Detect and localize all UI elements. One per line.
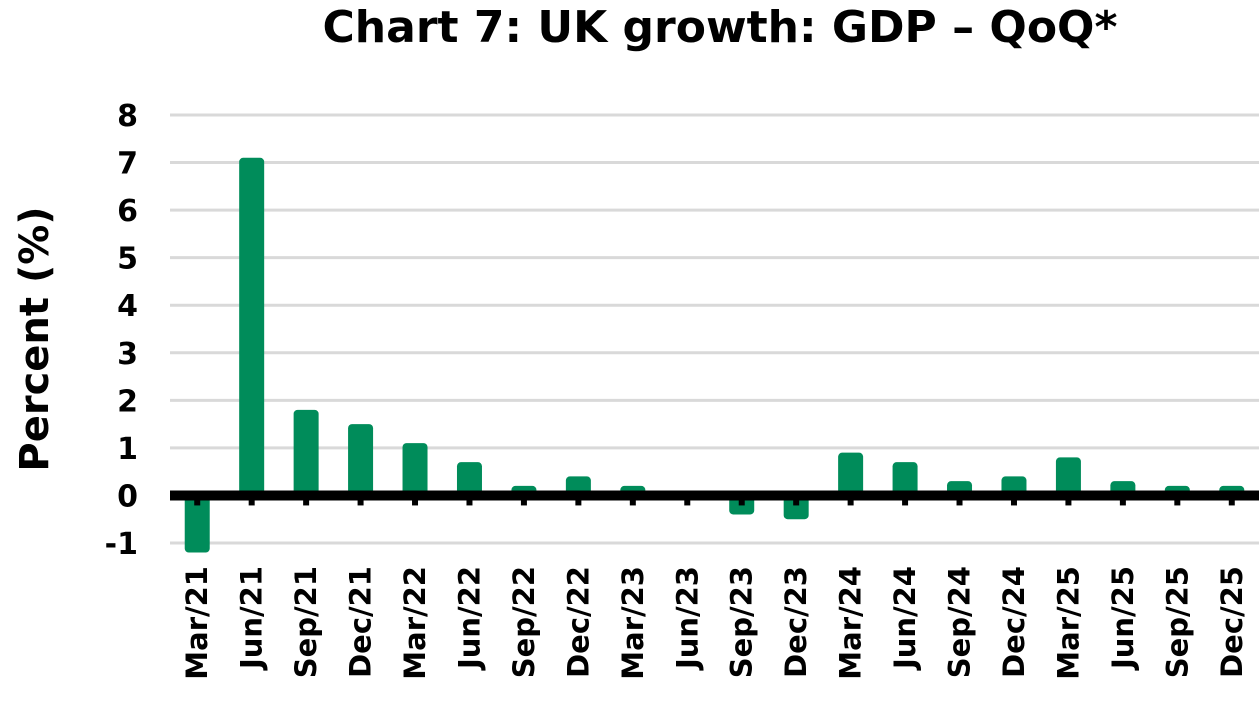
x-tick-label: Mar/25 [1051,566,1085,680]
bar [348,424,374,496]
bars [184,157,1245,553]
y-tick-label: 8 [117,99,138,134]
y-tick-label: 3 [117,337,138,372]
x-tick-labels: Mar/21 Jun/21 Sep/21 Dec/21 Mar/22 Jun/22 Sep/… [180,566,1249,680]
x-tick-label: Mar/24 [834,566,868,680]
chart-title: Chart 7: UK growth: GDP – QoQ* [322,2,1118,53]
x-tick-label: Mar/22 [398,566,432,680]
bar [1055,457,1081,496]
x-tick-label: Dec/21 [344,566,378,678]
x-tick-label: Jun/25 [1106,566,1140,671]
x-tick-label: Dec/22 [561,566,595,678]
y-axis-label: Percent (%) [12,206,58,471]
bar [239,157,265,496]
y-tick-label: 4 [117,289,138,324]
x-tick-label: Sep/24 [943,566,977,678]
y-tick-label: 6 [117,194,138,229]
bar [293,409,319,496]
bar [184,495,210,553]
bar [838,452,864,496]
x-tick-label: Sep/22 [507,566,541,678]
x-tick-label: Dec/25 [1215,566,1249,678]
x-tick-label: Dec/23 [779,566,813,678]
gridlines [170,113,1259,545]
x-tick-label: Mar/21 [180,566,214,680]
y-tick-label: 2 [117,384,138,419]
bar [402,443,428,496]
x-tick-label: Sep/25 [1160,566,1194,678]
y-tick-label: 0 [117,479,138,514]
x-tick-label: Jun/21 [235,566,269,671]
x-tick-label: Jun/24 [888,566,922,671]
x-tick-label: Sep/23 [725,566,759,678]
x-tick-label: Jun/22 [452,566,486,671]
y-tick-label: -1 [105,527,138,562]
y-tick-labels: 8 7 6 5 4 3 2 1 0 -1 [105,99,138,562]
y-tick-label: 1 [117,432,138,467]
y-tick-label: 5 [117,242,138,277]
x-tick-label: Sep/21 [289,566,323,678]
bar [892,462,918,496]
x-tick-label: Dec/24 [997,566,1031,678]
x-tick-label: Jun/23 [670,566,704,671]
bar [456,462,482,496]
bar [783,495,809,520]
zero-axis [170,490,1259,506]
y-tick-label: 7 [117,147,138,182]
x-tick-label: Mar/23 [616,566,650,680]
